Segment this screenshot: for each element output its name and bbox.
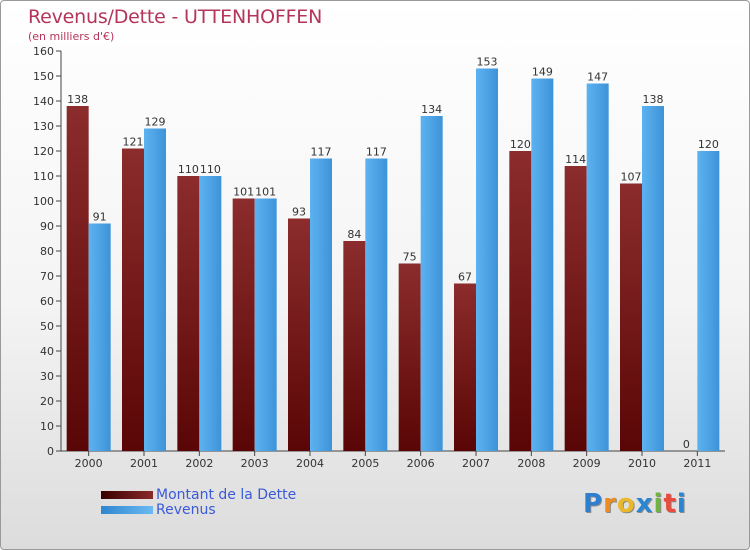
y-tick-label: 10 [40,420,54,433]
x-tick-label: 2006 [407,457,435,470]
data-label-revenus: 110 [200,163,221,176]
bar-debt [232,198,255,451]
logo-letter: r [603,489,617,519]
data-label-revenus: 149 [532,66,553,79]
y-tick-label: 70 [40,270,54,283]
y-tick-label: 150 [33,70,54,83]
data-label-debt: 93 [292,206,306,219]
bar-revenus [697,151,720,451]
bar-debt [454,283,476,451]
y-tick-label: 100 [33,195,54,208]
bar-debt [509,151,532,451]
bar-debt [398,263,421,451]
data-label-debt: 75 [403,251,417,264]
y-tick-label: 40 [40,345,54,358]
x-tick-label: 2011 [683,457,711,470]
bar-revenus [199,176,222,451]
data-label-revenus: 129 [145,116,166,129]
y-tick-label: 160 [33,45,54,58]
bar-debt [343,241,366,451]
bar-debt [66,106,89,451]
bar-revenus [642,106,664,451]
logo-letter: P [583,489,604,519]
bar-debt [564,166,587,451]
logo-letter: i [676,489,687,519]
data-label-revenus: 120 [698,138,719,151]
bar-revenus [365,158,388,451]
data-label-revenus: 117 [311,146,332,159]
bar-debt [122,148,144,451]
chart-title: Revenus/Dette - UTTENHOFFEN [28,6,323,28]
y-tick-label: 80 [40,245,54,258]
y-tick-label: 90 [40,220,54,233]
bar-revenus [531,78,554,451]
data-label-revenus: 138 [643,93,664,106]
x-tick-label: 2009 [573,457,601,470]
bar-revenus [586,83,609,451]
data-label-debt: 0 [683,438,690,451]
x-tick-label: 2005 [351,457,379,470]
y-tick-label: 140 [33,95,54,108]
y-tick-label: 60 [40,295,54,308]
x-tick-label: 2007 [462,457,490,470]
y-tick-label: 120 [33,145,54,158]
data-label-debt: 110 [178,163,199,176]
legend-swatch-debt [101,491,153,499]
x-tick-label: 2004 [296,457,324,470]
data-label-debt: 84 [347,228,361,241]
data-label-revenus: 134 [421,103,442,116]
legend-label-revenus: Revenus [156,502,216,518]
data-label-revenus: 101 [255,186,276,199]
data-label-revenus: 117 [366,146,387,159]
y-tick-label: 130 [33,120,54,133]
proxiti-logo: Proxiti [583,489,687,519]
logo-letter: t [663,489,677,519]
x-tick-label: 2010 [628,457,656,470]
x-tick-label: 2003 [241,457,269,470]
logo-letter: o [616,489,636,519]
bar-debt [620,183,642,451]
x-tick-label: 2000 [75,457,103,470]
data-label-debt: 101 [233,186,254,199]
y-tick-label: 20 [40,395,54,408]
data-label-revenus: 91 [93,211,107,224]
data-label-debt: 138 [67,93,88,106]
data-label-debt: 107 [621,171,642,184]
bar-revenus [254,198,277,451]
x-tick-label: 2001 [130,457,158,470]
data-label-revenus: 147 [587,71,608,84]
y-tick-label: 50 [40,320,54,333]
y-tick-label: 0 [47,445,54,458]
logo-letter: i [653,489,664,519]
bar-revenus [420,116,443,451]
data-label-debt: 120 [510,138,531,151]
y-tick-label: 110 [33,170,54,183]
bar-revenus [88,223,111,451]
data-label-debt: 67 [458,271,472,284]
bar-debt [288,218,310,451]
data-label-debt: 114 [565,153,586,166]
data-label-revenus: 153 [477,56,498,69]
data-label-debt: 121 [123,136,144,149]
bar-revenus [144,128,166,451]
chart-subtitle: (en milliers d'€) [28,30,115,43]
bar-debt [177,176,200,451]
bar-revenus [476,68,498,451]
logo-letter: x [635,489,654,519]
y-tick-label: 30 [40,370,54,383]
legend-label-debt: Montant de la Dette [156,487,297,503]
x-tick-label: 2008 [517,457,545,470]
x-tick-label: 2002 [185,457,213,470]
legend-swatch-revenus [101,506,153,514]
bar-revenus [310,158,332,451]
